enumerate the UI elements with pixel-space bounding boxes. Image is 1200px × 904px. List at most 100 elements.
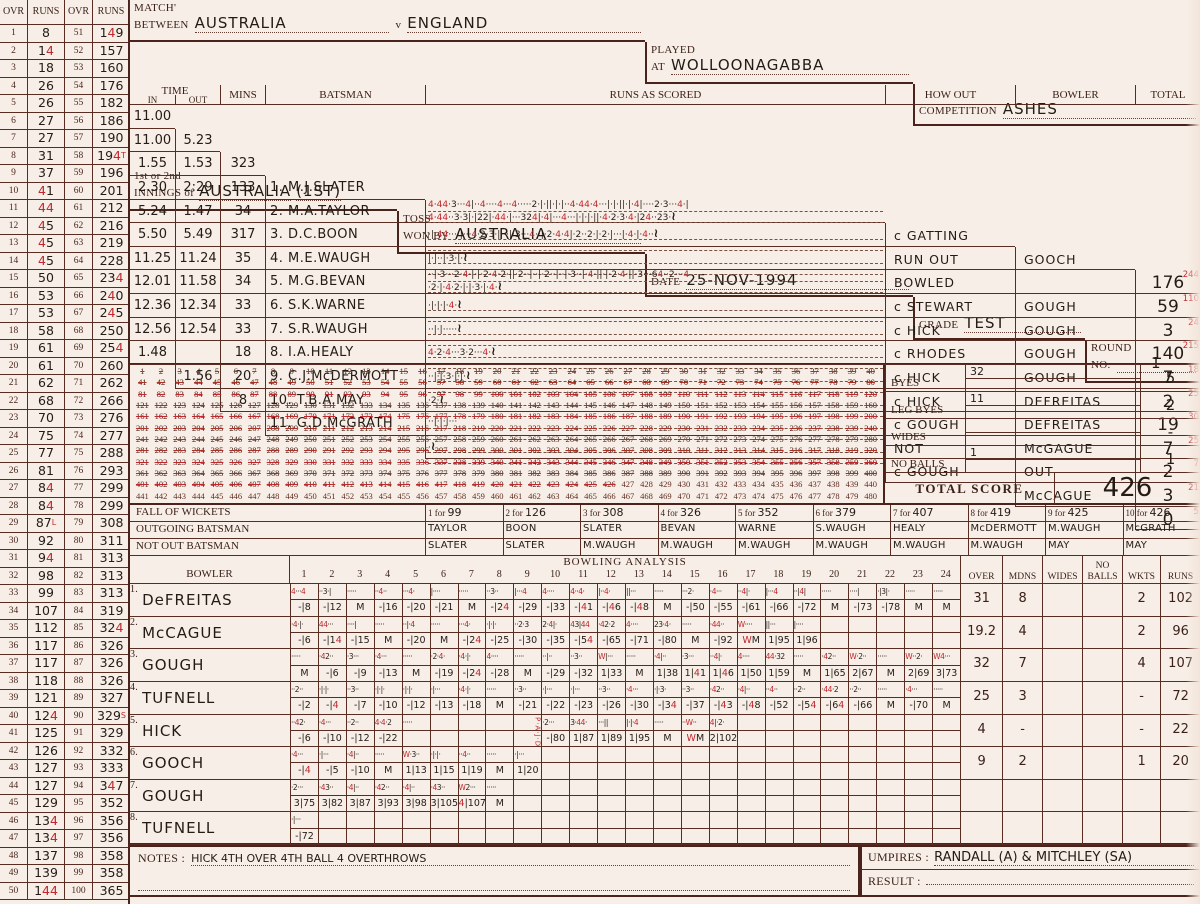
- over-figures-cell: 3|98: [401, 796, 430, 813]
- tally-number: 147: [621, 400, 635, 410]
- runs-value: 126: [28, 742, 65, 759]
- runs-value: 326: [99, 672, 124, 688]
- over-tally-cell: [932, 812, 961, 829]
- over-figures-cell: [541, 796, 570, 813]
- over-figures-cell: -|22: [541, 698, 570, 715]
- bowling-analysis: BOWLER BOWLING ANALYSIS 1 2 3 4 5 6 7 8 9 10 11 12 1…: [130, 556, 1200, 845]
- fow-score: 326: [680, 506, 701, 519]
- runs-value: 26: [28, 95, 65, 112]
- over-number: 33: [0, 585, 28, 602]
- fow-score: 407: [912, 506, 934, 519]
- dismissal-bowler: [1015, 270, 1135, 294]
- over-tally-cell: [541, 812, 570, 829]
- tally-number: 258: [453, 433, 467, 444]
- tally-number: 28: [642, 366, 651, 377]
- over-number: 66: [65, 287, 93, 304]
- runs-value: 68: [28, 392, 65, 409]
- over-number: 13: [0, 235, 28, 252]
- over-tally-cell: ·····: [876, 681, 905, 699]
- over-figures-cell: -|6: [290, 730, 318, 748]
- fow-row: NOT OUT BATSMAN SLATER SLATER M.WAUGH M.WAUG…: [130, 539, 1200, 556]
- over-tally-cell: 43|44: [569, 616, 598, 633]
- over-figures-cell: -|20: [401, 632, 430, 650]
- over-number: 72: [65, 392, 93, 409]
- over-tally-cell: ··|··: [541, 649, 570, 666]
- over-table-row: 38 118 88 326: [0, 672, 128, 690]
- tally-number: 288: [266, 445, 280, 456]
- bowling-summary-headers: OVER MDNS WIDES NO BALLS WKTS RUNS: [960, 556, 1200, 584]
- grade-entry: TEST: [964, 314, 1081, 333]
- bowler-row: 6.GOOCH ·4··· ·|··· ·4|·· ····· W·3·· ·|·|· ··4…: [130, 747, 1200, 780]
- over-figures-cell: [904, 828, 933, 845]
- over-table-row: 43 127 93 333: [0, 760, 128, 778]
- tally-number: 122: [154, 400, 168, 410]
- over-figures-cell: [708, 828, 737, 845]
- tally-number: 463: [546, 490, 560, 501]
- over-figures-cell: M: [401, 665, 430, 682]
- over-figures-cell: M: [485, 763, 514, 780]
- how-out: c HICK: [885, 317, 1015, 342]
- over-figures-cell: M: [932, 600, 961, 617]
- tally-number: 443: [173, 490, 187, 501]
- over-figures-cell: [764, 828, 793, 845]
- extras-rows: BYES 32 5 LEG BYES 11 2 WIDES - NO BALLS 1 1: [885, 365, 1200, 473]
- tally-number: 36: [791, 366, 801, 377]
- runs-value: 358: [99, 847, 124, 863]
- tally-number: 402: [154, 479, 168, 490]
- over-tally-cell: [848, 714, 877, 731]
- over-number: 76: [65, 462, 93, 479]
- tally-number: 335: [397, 456, 411, 467]
- over-table-row: 24 75 74 277: [0, 427, 128, 445]
- tally-number: 116: [789, 388, 803, 399]
- over-number: 43: [0, 760, 28, 777]
- over-figures-cell: [457, 730, 486, 748]
- tally-number: 265: [584, 433, 597, 444]
- wides: [1042, 649, 1083, 682]
- tally-number: 10: [306, 366, 315, 377]
- over-figures-cell: -|71: [625, 632, 653, 650]
- tally-number: 392: [714, 467, 728, 478]
- over-tally-cell: 4···4: [290, 584, 318, 601]
- over-col-number: 2: [329, 569, 335, 580]
- over-table-row: 39 121 89 327: [0, 690, 128, 708]
- fow-for-label: 7 for: [893, 508, 913, 518]
- tally-number: 363: [173, 467, 187, 478]
- over-table-row: 28 84 78 299: [0, 497, 128, 515]
- tally-number: 60: [492, 377, 502, 388]
- runs-value: 137: [28, 847, 65, 864]
- over-figures-cell: -|80: [652, 632, 681, 650]
- batsman-name: 9. C.J.McDERMOTT: [265, 364, 425, 389]
- over-figures-cell: 1|15: [429, 763, 458, 780]
- tally-number: 460: [490, 490, 504, 501]
- over-figures-cell: M: [792, 665, 821, 682]
- tally-number: 452: [341, 490, 355, 501]
- fow-cell: 3 for 308: [580, 505, 658, 522]
- over-tally-cell: |····: [429, 584, 458, 601]
- fow-cell: 6 for 379: [812, 505, 890, 522]
- how-out: c GOUGH: [885, 412, 1015, 436]
- tally-number: 81: [138, 388, 147, 399]
- runs-value: 313: [99, 550, 124, 565]
- over-tally-cell: ··3··: [513, 681, 542, 699]
- tally-number: 190: [677, 411, 691, 422]
- over-tally-cell: [792, 714, 821, 731]
- tally-number: 161: [135, 411, 149, 422]
- tally-number: 234: [752, 422, 765, 433]
- balls-faced: 30: [1188, 412, 1199, 423]
- tally-number: 62: [530, 377, 539, 388]
- tally-number: 448: [266, 490, 280, 501]
- tally-number: 345: [584, 456, 597, 467]
- over-number: 2: [0, 42, 28, 59]
- wickets: -: [1122, 681, 1161, 715]
- runs-value: 112: [28, 620, 65, 637]
- over-tally-cell: W2···: [457, 779, 486, 797]
- batting-row: 5.50 11.24 34 6. S.K.WARNE ··|·|·····≀ c RHOD…: [130, 223, 1200, 413]
- fow-score: 308: [602, 506, 624, 519]
- over-tally-cell: ··4··: [457, 747, 486, 764]
- over-figures-cell: [932, 632, 961, 650]
- tally-number: 227: [621, 422, 635, 433]
- out-time: 1.47: [175, 199, 220, 224]
- over-tally-cell: [932, 747, 961, 764]
- over-number: 80: [65, 532, 93, 549]
- runs-value: 45: [28, 252, 65, 269]
